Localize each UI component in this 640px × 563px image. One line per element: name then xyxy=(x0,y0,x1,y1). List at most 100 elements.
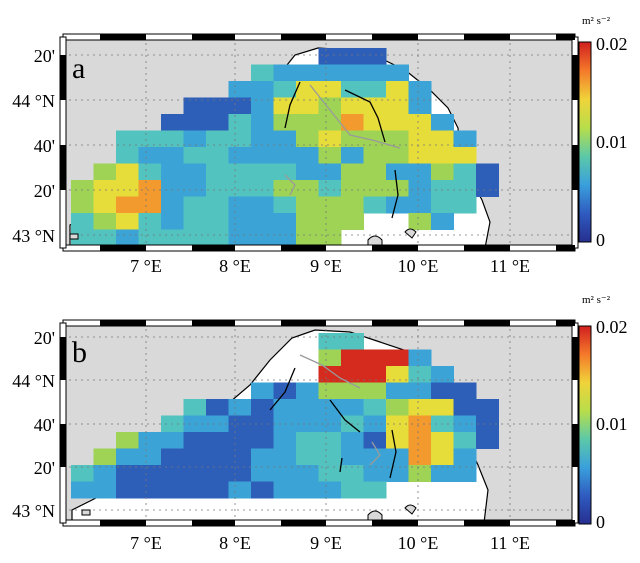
heat-cell xyxy=(93,465,117,482)
heat-cell xyxy=(296,399,319,416)
heat-cell xyxy=(386,448,409,466)
heat-cell xyxy=(296,163,319,181)
heat-cell xyxy=(228,196,252,214)
heat-cell xyxy=(386,130,409,148)
heat-cell xyxy=(183,213,207,230)
heat-cell xyxy=(408,448,432,466)
heat-cell xyxy=(318,366,342,383)
heat-cell xyxy=(251,448,274,466)
heat-cell xyxy=(386,81,409,98)
heat-cell xyxy=(251,465,274,482)
lat-label: 40' xyxy=(34,415,55,435)
heat-cell xyxy=(161,448,184,466)
heat-cell xyxy=(251,64,274,82)
heat-cell xyxy=(183,97,207,115)
heat-cell xyxy=(206,213,229,230)
heat-cell xyxy=(453,448,477,466)
lon-label: 8 °E xyxy=(219,533,251,553)
heat-cell xyxy=(318,465,342,482)
heat-cell xyxy=(341,64,364,82)
heat-cell xyxy=(228,432,252,449)
heat-cell xyxy=(453,147,477,164)
heat-cell xyxy=(93,448,117,466)
heat-cell xyxy=(318,432,342,449)
fronts-a xyxy=(284,81,401,219)
heat-cell xyxy=(318,163,342,181)
heat-cell xyxy=(408,147,432,164)
heat-cell xyxy=(318,196,342,214)
heat-cell xyxy=(206,147,229,164)
heat-cell xyxy=(386,432,409,449)
heat-cell xyxy=(116,147,139,164)
heat-cell xyxy=(341,114,364,131)
heat-cell xyxy=(138,448,162,466)
heat-cell xyxy=(161,229,184,247)
heat-cell xyxy=(93,481,117,499)
heat-cell xyxy=(386,147,409,164)
heat-cell xyxy=(206,481,229,499)
heat-cell xyxy=(183,229,207,247)
heat-cell xyxy=(408,196,432,214)
heat-cell xyxy=(93,163,117,181)
heat-cell xyxy=(476,180,499,197)
heat-cell xyxy=(273,481,297,499)
heat-cell xyxy=(431,196,454,214)
heat-cell xyxy=(251,432,274,449)
heat-cell xyxy=(296,481,319,499)
heat-cell xyxy=(228,448,252,466)
heat-cell xyxy=(431,382,454,400)
heat-cell xyxy=(318,448,342,466)
heat-cell xyxy=(431,448,454,466)
heat-cell xyxy=(318,64,342,82)
heat-cell xyxy=(183,163,207,181)
heat-cell xyxy=(161,213,184,230)
heat-cell xyxy=(296,196,319,214)
heat-cell xyxy=(296,147,319,164)
heat-cell xyxy=(341,333,364,350)
heat-cell xyxy=(363,366,387,383)
heat-cell xyxy=(116,213,139,230)
heat-cell xyxy=(318,481,342,499)
heat-cell xyxy=(161,481,184,499)
heat-cell xyxy=(273,432,297,449)
heat-cell xyxy=(363,382,387,400)
heat-cell xyxy=(228,465,252,482)
colorbar-mid-a: 0.01 xyxy=(596,132,628,152)
colorbar-unit-b: m² s⁻² xyxy=(582,294,611,306)
heat-cell xyxy=(206,97,229,115)
lat-label: 40' xyxy=(34,136,55,156)
heat-cell xyxy=(206,130,229,148)
heat-cell xyxy=(116,481,139,499)
heat-cell xyxy=(206,432,229,449)
heat-cell xyxy=(318,130,342,148)
heat-cell xyxy=(431,213,454,230)
heat-cell xyxy=(161,114,184,131)
gridlines-a xyxy=(63,37,575,248)
lon-label: 7 °E xyxy=(130,256,162,276)
heat-cell xyxy=(408,366,432,383)
heat-cell xyxy=(138,432,162,449)
heat-cell xyxy=(386,196,409,214)
heat-cell xyxy=(341,130,364,148)
heat-cell xyxy=(206,399,229,416)
heat-cell xyxy=(318,97,342,115)
heat-cell xyxy=(476,163,499,181)
heat-cell xyxy=(161,465,184,482)
heat-cell xyxy=(341,163,364,181)
heat-cell xyxy=(183,399,207,416)
frame-ticks-b xyxy=(59,319,579,527)
heat-cell xyxy=(273,147,297,164)
heat-cell xyxy=(251,147,274,164)
heat-cell xyxy=(228,481,252,499)
heat-cell xyxy=(138,213,162,230)
heat-cell xyxy=(341,81,364,98)
heat-cell xyxy=(453,382,477,400)
heat-cell xyxy=(251,481,274,499)
heat-cell xyxy=(341,432,364,449)
heat-cell xyxy=(183,114,207,131)
lat-label: 43 °N xyxy=(12,501,55,521)
heat-cell xyxy=(318,180,342,197)
heat-cell xyxy=(116,229,139,247)
heat-cell xyxy=(318,229,342,247)
heat-cell xyxy=(386,382,409,400)
